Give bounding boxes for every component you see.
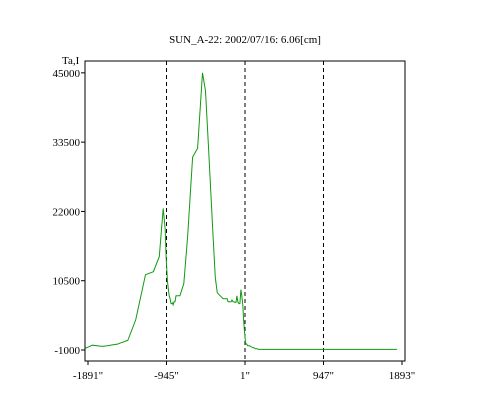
vertical-reference-lines bbox=[166, 61, 324, 361]
x-tick-label: 1" bbox=[240, 370, 250, 382]
y-tick-label: 22000 bbox=[53, 206, 81, 218]
y-tick-label: 33500 bbox=[53, 137, 81, 149]
y-axis-label: Ta,I bbox=[62, 55, 80, 67]
x-tick-label: -1891" bbox=[73, 370, 103, 382]
y-axis-ticks: 45000 33500 22000 10500 -1000 bbox=[53, 68, 85, 357]
y-tick-label: 45000 bbox=[53, 68, 81, 80]
x-tick-label: 947" bbox=[313, 370, 334, 382]
series-line-0 bbox=[85, 72, 398, 350]
x-tick-label: -945" bbox=[154, 370, 179, 382]
chart-title: SUN_A-22: 2002/07/16: 6.06[cm] bbox=[169, 34, 321, 46]
x-axis-ticks: -1891" -945" 1" 947" 1893" bbox=[73, 361, 415, 382]
x-tick-label: 1893" bbox=[389, 370, 416, 382]
y-tick-label: 10500 bbox=[53, 276, 81, 288]
series-layer bbox=[85, 72, 398, 350]
y-tick-label: -1000 bbox=[54, 345, 80, 357]
